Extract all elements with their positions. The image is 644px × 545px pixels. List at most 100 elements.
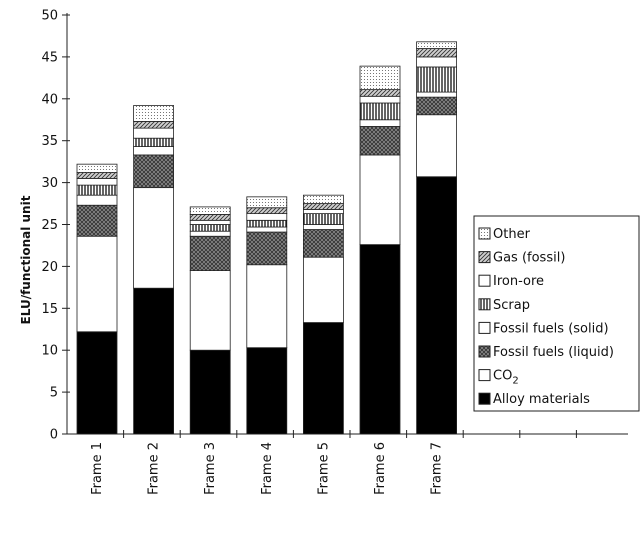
bar-segment-other (416, 41, 458, 49)
x-tick-label: Frame 3 (203, 442, 218, 495)
legend-swatch (478, 345, 491, 358)
legend-label: Gas (fossil) (493, 251, 565, 266)
legend-label: Alloy materials (493, 392, 590, 407)
bar-stack-frame-4 (246, 196, 288, 435)
bar-segment-fossil-fuels-liquid (416, 96, 458, 116)
legend-label: Other (493, 227, 531, 242)
y-tick-label: 50 (41, 9, 58, 24)
y-tick-label: 20 (41, 260, 58, 275)
y-tick-label: 10 (41, 344, 58, 359)
bar-segment-alloy-materials (246, 347, 288, 435)
y-axis: 0 5 10 15 20 25 30 35 40 45 50 (41, 9, 70, 443)
bar-segment-fossil-fuels-liquid (133, 154, 175, 189)
legend-label: Fossil fuels (solid) (493, 321, 609, 336)
y-tick-label: 45 (41, 50, 58, 65)
legend-item-fossil-fuels-solid: Fossil fuels (solid) (478, 321, 609, 336)
legend-item-scrap: Scrap (478, 298, 530, 313)
legend-label: Fossil fuels (liquid) (493, 345, 614, 360)
bar-stack-frame-1 (76, 163, 118, 435)
bar-segment-gas-fossil (416, 48, 458, 58)
bar-segment-fossil-fuels-liquid (359, 126, 401, 156)
x-tick-label: Frame 7 (430, 442, 445, 495)
bar-segment-other (133, 105, 175, 122)
y-tick-label: 40 (41, 92, 58, 107)
bar-segment-iron-ore (359, 95, 401, 104)
bar-segment-other (302, 194, 344, 204)
bar-segment-gas-fossil (302, 203, 344, 210)
bar-segment-gas-fossil (76, 172, 118, 179)
legend-swatch (478, 369, 491, 382)
bar-segment-scrap (189, 224, 231, 232)
bar-segment-fossil-fuels-solid (246, 226, 288, 233)
y-axis-title: ELU/functional unit (19, 195, 33, 324)
bar-stack-frame-5 (302, 194, 344, 435)
bar-segment-fossil-fuels-liquid (302, 229, 344, 258)
bar-stacks (76, 41, 458, 435)
y-tick-label: 5 (50, 386, 58, 401)
y-tick-label: 15 (41, 302, 58, 317)
legend-swatch (478, 227, 491, 240)
bar-segment-gas-fossil (359, 89, 401, 97)
bar-segment-fossil-fuels-liquid (76, 204, 118, 237)
legend: Other Gas (fossil) Iron-ore Scrap Fossil fue… (473, 215, 640, 412)
legend-item-gas-fossil: Gas (fossil) (478, 251, 565, 266)
bar-segment-iron-ore (76, 178, 118, 186)
bar-segment-co2 (359, 154, 401, 246)
bar-segment-fossil-fuels-solid (302, 224, 344, 230)
bar-segment-iron-ore (189, 219, 231, 225)
bar-segment-scrap (359, 102, 401, 121)
x-tick-label: Frame 4 (260, 442, 275, 495)
bar-segment-fossil-fuels-solid (416, 91, 458, 98)
bar-segment-fossil-fuels-solid (76, 194, 118, 206)
bar-segment-gas-fossil (133, 121, 175, 129)
bar-segment-fossil-fuels-solid (189, 230, 231, 237)
bar-stack-frame-3 (189, 206, 231, 435)
bar-segment-alloy-materials (133, 287, 175, 435)
legend-label: Iron-ore (493, 274, 544, 289)
bar-segment-gas-fossil (189, 214, 231, 221)
x-tick-label: Frame 1 (90, 442, 105, 495)
bar-segment-alloy-materials (302, 322, 344, 435)
y-tick-label: 25 (41, 218, 58, 233)
bar-segment-co2 (189, 270, 231, 351)
legend-label: CO2 (493, 369, 519, 387)
bar-segment-scrap (302, 213, 344, 225)
legend-box (473, 215, 640, 412)
bar-segment-fossil-fuels-solid (133, 146, 175, 156)
bar-segment-alloy-materials (189, 349, 231, 435)
bar-segment-other (359, 65, 401, 90)
bar-segment-iron-ore (133, 127, 175, 139)
legend-swatch (478, 321, 491, 334)
x-tick-label: Frame 5 (316, 442, 331, 495)
bar-segment-co2 (246, 264, 288, 349)
bar-segment-other (189, 206, 231, 215)
legend-item-fossil-fuels-liquid: Fossil fuels (liquid) (478, 345, 614, 360)
x-axis: Frame 1 Frame 2 Frame 3 Frame 4 Frame 5 Frame… (67, 430, 628, 495)
bar-segment-gas-fossil (246, 207, 288, 215)
legend-swatch (478, 251, 491, 264)
legend-item-iron-ore: Iron-ore (478, 274, 544, 289)
bar-segment-fossil-fuels-liquid (246, 231, 288, 266)
bar-segment-alloy-materials (359, 244, 401, 435)
x-tick-label: Frame 6 (373, 442, 388, 495)
bar-stack-frame-2 (133, 105, 175, 435)
bar-segment-co2 (133, 187, 175, 289)
legend-label: Scrap (493, 298, 530, 313)
bar-segment-co2 (76, 235, 118, 333)
y-tick-label: 35 (41, 134, 58, 149)
bar-stack-frame-6 (359, 65, 401, 435)
legend-item-other: Other (478, 227, 531, 242)
legend-swatch (478, 274, 491, 287)
bar-segment-co2 (302, 256, 344, 323)
bar-segment-other (246, 196, 288, 209)
bar-segment-alloy-materials (76, 331, 118, 435)
bar-segment-alloy-materials (416, 176, 458, 435)
bar-segment-scrap (76, 184, 118, 196)
bar-segment-iron-ore (416, 56, 458, 68)
y-tick-label: 30 (41, 176, 58, 191)
bar-segment-scrap (416, 66, 458, 93)
legend-swatch (478, 392, 491, 405)
bar-segment-iron-ore (246, 213, 288, 221)
legend-swatch (478, 298, 491, 311)
bar-segment-co2 (416, 114, 458, 178)
